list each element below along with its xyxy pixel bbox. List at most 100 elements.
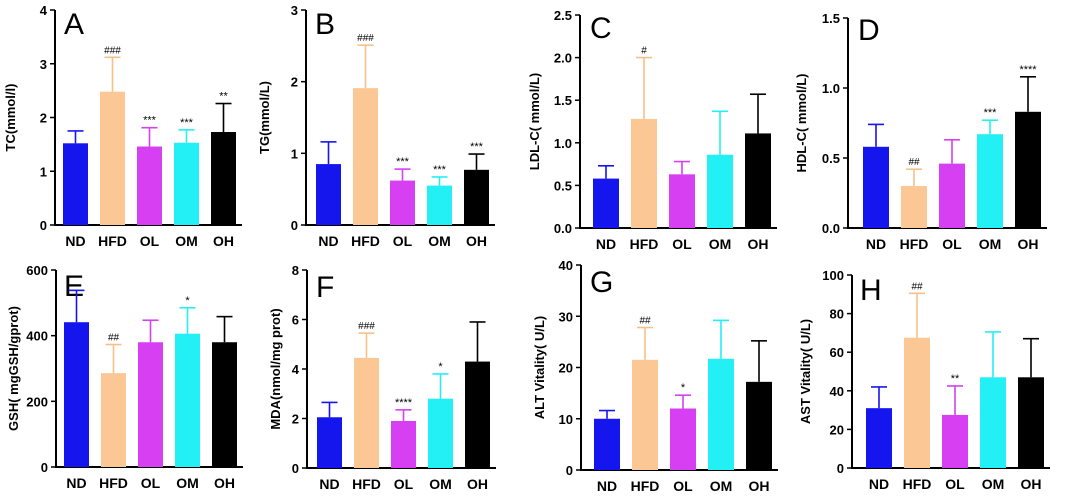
bar-hfd[interactable]	[904, 337, 930, 468]
bar-nd[interactable]	[64, 322, 89, 467]
bar-om[interactable]	[427, 185, 452, 225]
y-axis-label: GSH( mgGSH/gprot)	[6, 306, 21, 431]
y-tick-label: 0	[292, 461, 299, 476]
bar-ol[interactable]	[137, 146, 162, 225]
bar-nd[interactable]	[317, 417, 342, 468]
bar-nd[interactable]	[316, 164, 341, 225]
bar-ol[interactable]	[669, 174, 695, 228]
x-tick-label-nd: ND	[597, 478, 617, 494]
x-tick-label-hfd: HFD	[99, 475, 128, 491]
panel-letter: F	[316, 271, 334, 304]
y-tick-label: 3	[40, 57, 47, 72]
x-tick-label-hfd: HFD	[352, 476, 381, 492]
x-tick-label-ol: OL	[672, 236, 692, 252]
y-tick-label: 30	[559, 309, 573, 324]
x-tick-label-oh: OH	[749, 478, 770, 494]
chart-panel-g: G 0 10 20 30 40 ALT Vitality( U/L) ND ## HFD * OL OM…	[532, 258, 778, 494]
x-tick-label-oh: OH	[214, 475, 235, 491]
bar-nd[interactable]	[863, 146, 889, 228]
chart-panel-c: C 0.0 0.5 1.0 1.5 2.0 2.5 LDL-C( mmol/L) ND # HFD O…	[527, 8, 777, 252]
panel-letter: G	[590, 266, 613, 299]
bar-oh[interactable]	[211, 132, 236, 225]
bar-hfd[interactable]	[901, 186, 927, 228]
y-tick-label: 0	[291, 218, 298, 233]
y-tick-label: 600	[26, 263, 48, 278]
bar-hfd[interactable]	[631, 118, 657, 228]
panel-letter: B	[315, 8, 335, 41]
x-tick-label-om: OM	[429, 476, 452, 492]
bar-hfd[interactable]	[354, 357, 379, 468]
bar-oh[interactable]	[1015, 111, 1041, 228]
y-tick-label: 0.5	[822, 151, 840, 166]
x-tick-label-hfd: HFD	[98, 233, 127, 249]
significance-label: ***	[180, 117, 194, 129]
bar-om[interactable]	[175, 333, 200, 467]
y-tick-label: 1	[291, 146, 298, 161]
bar-oh[interactable]	[745, 133, 771, 228]
bar-hfd[interactable]	[632, 359, 658, 470]
bar-ol[interactable]	[942, 414, 968, 468]
significance-label: ###	[358, 321, 375, 332]
y-tick-label: 2	[292, 412, 299, 427]
y-axis-label: LDL-C( mmol/L)	[527, 73, 542, 170]
chart-panel-a: A 0 1 2 3 4 TC(mmol/l) ND ### HFD *** OL *** OM ** OH	[3, 3, 242, 249]
bar-oh[interactable]	[746, 381, 772, 470]
x-tick-label-oh: OH	[466, 233, 487, 249]
bar-om[interactable]	[708, 358, 734, 470]
significance-label: ##	[911, 281, 923, 292]
y-tick-label: 1.0	[554, 136, 572, 151]
bar-om[interactable]	[707, 154, 733, 228]
x-tick-label-ol: OL	[394, 476, 414, 492]
significance-label: ***	[433, 164, 447, 176]
bar-nd[interactable]	[866, 408, 892, 468]
y-tick-label: 1.0	[822, 81, 840, 96]
significance-label: *	[681, 382, 686, 394]
bar-hfd[interactable]	[101, 373, 126, 467]
x-tick-label-om: OM	[979, 236, 1002, 252]
significance-label: **	[219, 91, 228, 103]
y-tick-label: 80	[830, 307, 844, 322]
bar-nd[interactable]	[63, 143, 88, 225]
bar-nd[interactable]	[593, 178, 619, 228]
bar-hfd[interactable]	[353, 88, 378, 225]
significance-label: ###	[357, 33, 374, 44]
bar-ol[interactable]	[391, 420, 416, 468]
bar-oh[interactable]	[1018, 377, 1044, 468]
y-tick-label: 0	[40, 218, 47, 233]
bar-om[interactable]	[428, 398, 453, 468]
y-tick-label: 20	[830, 422, 844, 437]
bar-ol[interactable]	[670, 408, 696, 471]
x-tick-label-hfd: HFD	[631, 478, 660, 494]
bar-oh[interactable]	[465, 361, 490, 468]
x-tick-label-ol: OL	[140, 233, 160, 249]
x-tick-label-om: OM	[176, 475, 199, 491]
panel-letter: A	[64, 8, 84, 41]
x-tick-label-ol: OL	[673, 478, 693, 494]
x-tick-label-hfd: HFD	[903, 476, 932, 492]
bar-ol[interactable]	[390, 180, 415, 225]
bar-ol[interactable]	[138, 342, 163, 467]
x-tick-label-om: OM	[428, 233, 451, 249]
y-axis-label: AST Vitality( U/L)	[798, 319, 813, 424]
bar-hfd[interactable]	[100, 91, 125, 225]
y-tick-label: 100	[822, 268, 844, 283]
bar-oh[interactable]	[212, 342, 237, 467]
y-tick-label: 0	[566, 463, 573, 478]
x-tick-label-nd: ND	[869, 476, 889, 492]
x-tick-label-nd: ND	[866, 236, 886, 252]
bar-om[interactable]	[174, 142, 199, 225]
bar-om[interactable]	[977, 134, 1003, 228]
bar-om[interactable]	[980, 377, 1006, 468]
x-tick-label-ol: OL	[141, 475, 161, 491]
significance-label: **	[951, 373, 960, 385]
chart-panel-e: E 0 200 400 600 GSH( mgGSH/gprot) ND ## HFD OL * OM…	[6, 263, 243, 491]
x-tick-label-om: OM	[709, 236, 732, 252]
bar-ol[interactable]	[939, 163, 965, 228]
x-tick-label-hfd: HFD	[900, 236, 929, 252]
bar-oh[interactable]	[464, 169, 489, 225]
bar-nd[interactable]	[594, 418, 620, 470]
panel-letter: D	[858, 14, 880, 47]
y-tick-label: 1.5	[822, 11, 840, 26]
panel-letter: H	[860, 274, 882, 307]
